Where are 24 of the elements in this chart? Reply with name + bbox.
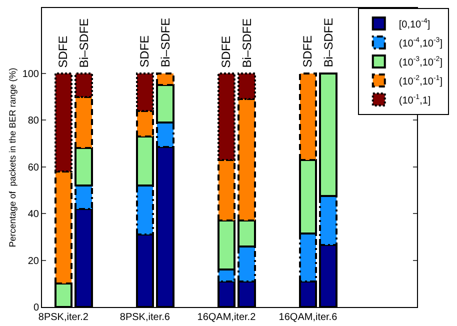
annotation: Bi–SDFE [158,18,172,68]
annotation: SDFE [219,36,234,68]
annotation: Bi–SDFE [76,18,91,68]
legend-label: (10$^{-2}$,10$^{-1}$] [398,75,443,88]
annotation: SDFE [138,35,152,68]
x-tick-label: 8PSK,iter.2 [38,312,89,323]
legend-label: (10$^{-3}$,10$^{-2}$] [398,56,443,68]
x-tick-label: 8PSK,iter.6 [120,312,170,323]
y-tick-label: 20 [28,256,40,267]
y-tick-label: 60 [28,162,40,174]
annotation: SDFE [56,36,70,68]
legend-label: (10$^{-4}$,10$^{-3}$] [398,37,443,50]
x-tick-label: 16QAM,iter.2 [197,312,256,323]
legend-label: [0,10$^{-4}$] [398,18,430,30]
x-tick-label: 16QAM,iter.6 [278,312,338,323]
annotation: SDFE [300,35,315,68]
y-tick-label: 100 [22,68,40,80]
y-tick-label: 40 [28,209,40,220]
annotation: Bi–SDFE [240,18,254,68]
y-axis-title: Percentage of packets in the BER range (%) [8,68,18,248]
y-tick-label: 80 [28,116,40,127]
y-tick-label: 0 [33,302,40,314]
annotation: Bi–SDFE [321,18,336,68]
legend-label: (10$^{-1}$,1] [398,94,431,106]
